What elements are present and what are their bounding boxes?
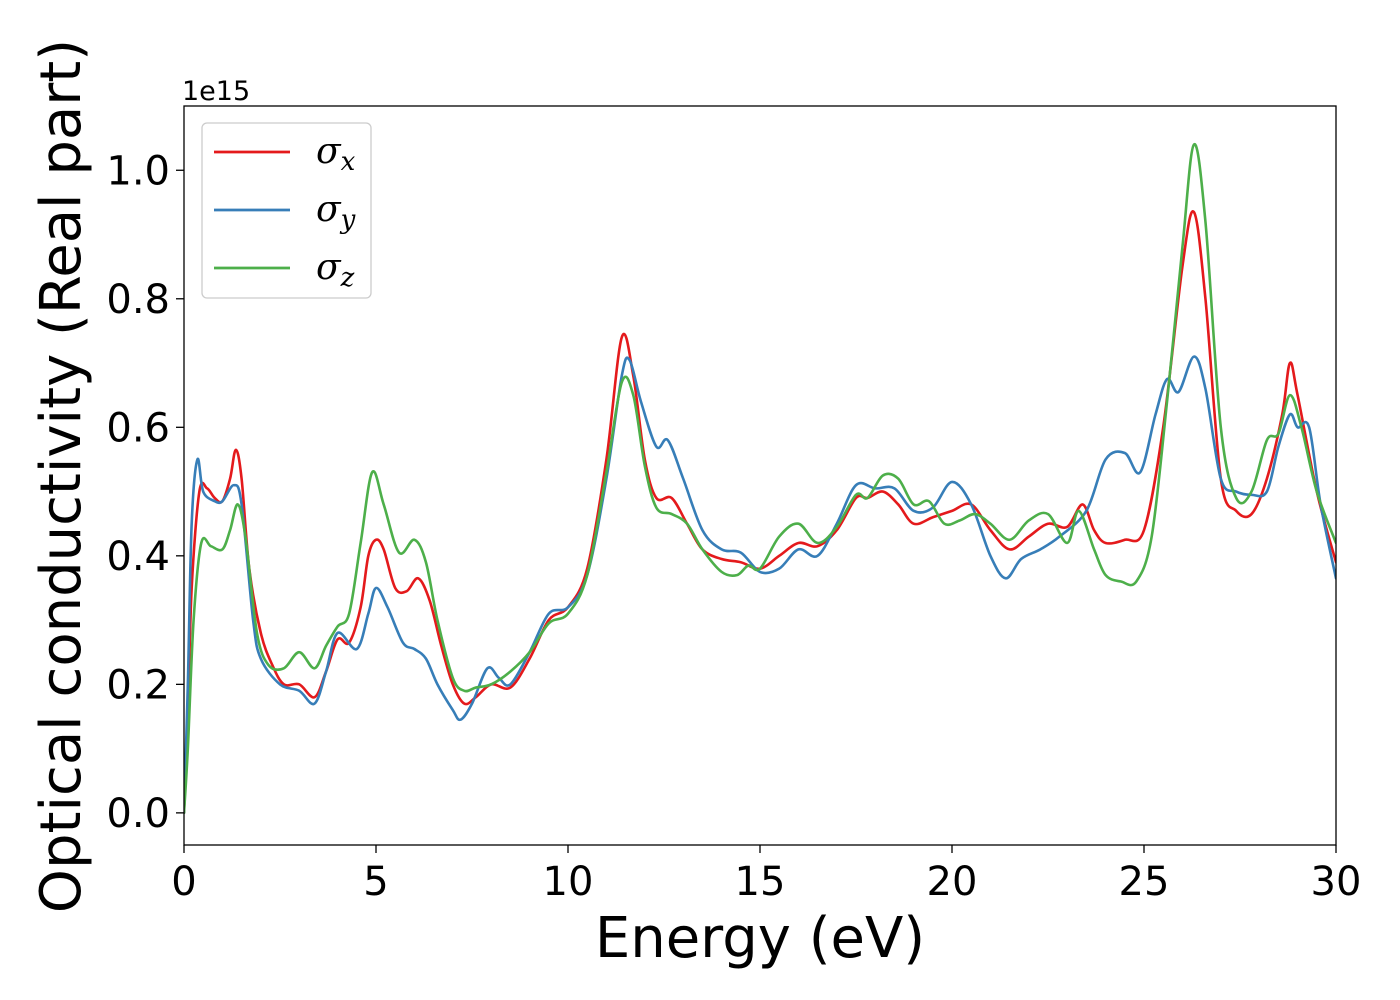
y-axis: 0.0 0.2 0.4 0.6 0.8 1.0 xyxy=(106,148,184,837)
x-tick-label: 10 xyxy=(543,859,594,905)
y-tick-label: 0.8 xyxy=(106,277,170,323)
y-tick-label: 0.4 xyxy=(106,534,170,580)
x-tick-label: 25 xyxy=(1119,859,1170,905)
series-line-x xyxy=(184,210,1336,815)
y-tick-label: 0.0 xyxy=(106,791,170,837)
legend-label-x: σx xyxy=(316,131,356,177)
series-line-y xyxy=(184,355,1336,815)
legend: σx σy σz xyxy=(201,122,372,299)
y-tick-label: 0.2 xyxy=(106,662,170,708)
legend-items: σx σy σz xyxy=(214,131,356,293)
x-tick-label: 0 xyxy=(171,859,196,905)
x-tick-label: 30 xyxy=(1311,859,1362,905)
y-axis-title: Optical conductivity (Real part) xyxy=(29,39,94,913)
y-axis-offset-label: 1e15 xyxy=(182,76,250,107)
x-tick-label: 15 xyxy=(735,859,786,905)
x-axis: 0 5 10 15 20 25 30 xyxy=(171,845,1361,905)
series-line-z xyxy=(184,143,1336,815)
y-tick-label: 0.6 xyxy=(106,405,170,451)
x-tick-label: 5 xyxy=(363,859,388,905)
x-axis-title: Energy (eV) xyxy=(595,906,925,971)
y-tick-label: 1.0 xyxy=(106,148,170,194)
legend-label-y: σy xyxy=(316,189,356,235)
series-layer xyxy=(184,143,1336,815)
legend-label-z: σz xyxy=(316,247,355,293)
x-tick-label: 20 xyxy=(927,859,978,905)
